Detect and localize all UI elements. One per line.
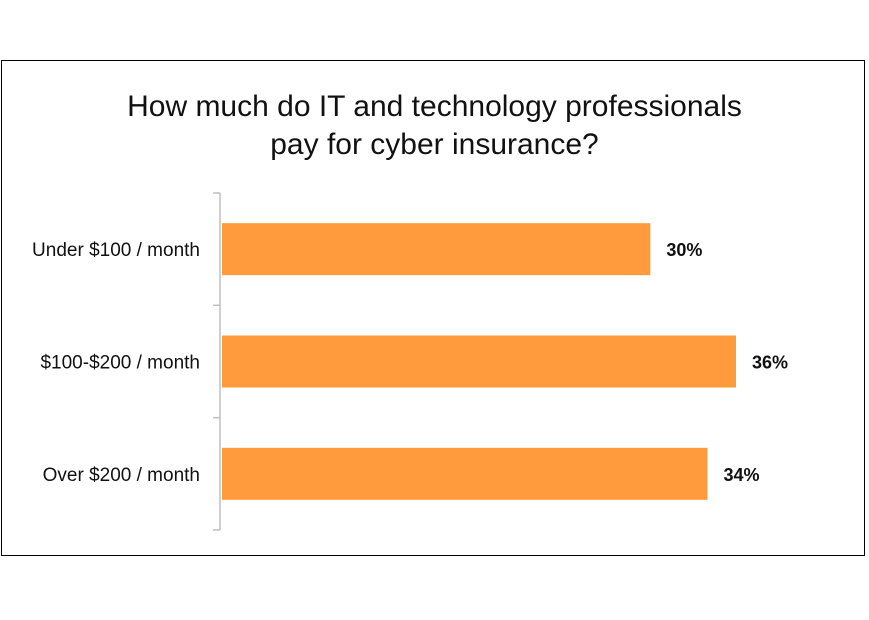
chart-title-line-2: pay for cyber insurance? [270,128,599,161]
value-label: 34% [723,465,759,485]
category-label: Over $200 / month [43,465,200,486]
bar-1 [222,335,736,388]
category-label: Under $100 / month [32,240,200,261]
category-label: $100-$200 / month [40,353,200,374]
value-label: 36% [752,353,788,373]
chart-title-line-1: How much do IT and technology profession… [127,90,742,123]
bar-0 [222,223,651,276]
value-label: 30% [666,240,702,260]
chart-title: How much do IT and technology profession… [0,88,869,164]
bar-2 [222,447,708,500]
